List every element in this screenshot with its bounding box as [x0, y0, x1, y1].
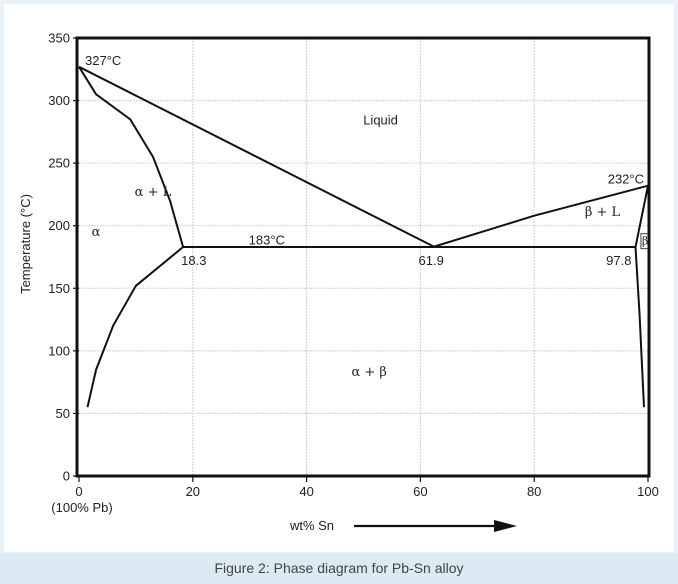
phase-boundary-layer	[78, 65, 649, 408]
annotation-label: 183°C	[249, 233, 285, 248]
annotation-label: α + L	[135, 185, 172, 200]
annotation-label: 97.8	[606, 253, 631, 268]
y-tick-label: 350	[48, 31, 70, 46]
annotation-layer: 327°C Liquid 232°C α + L β + L α 183°C 18.3 61.9…	[85, 53, 650, 380]
solvus-alpha-line	[86, 246, 184, 408]
x-axis-arrow	[354, 520, 517, 532]
beta-label-box	[640, 233, 650, 250]
figure-panel: 0 50 100 150 200 250 300 350 0 20 40 60 80 100 327°C L…	[4, 4, 674, 552]
tick-layer: 0 50 100 150 200 250 300 350 0 20 40 60 80 100	[48, 31, 659, 500]
x-tick-label: 100	[637, 484, 659, 499]
y-axis-label: Temperature (°C)	[18, 194, 33, 294]
annotation-label: α + β	[351, 365, 386, 380]
y-tick-label: 300	[48, 93, 70, 108]
annotation-label: 327°C	[85, 53, 121, 68]
x-tick-label: 20	[186, 484, 200, 499]
y-tick-label: 200	[48, 218, 70, 233]
y-tick-label: 0	[63, 469, 70, 484]
solidus-beta-line	[634, 185, 649, 248]
x-tick-label: 40	[299, 484, 313, 499]
y-tick-label: 150	[48, 281, 70, 296]
x-tick-label: 0	[75, 484, 82, 499]
annotation-label: 232°C	[608, 172, 644, 187]
solvus-beta-line	[634, 246, 645, 408]
x-axis-sublabel: (100% Pb)	[51, 500, 112, 515]
grid-layer	[79, 38, 648, 476]
x-tick-label: 60	[413, 484, 427, 499]
phase-diagram-chart: 0 50 100 150 200 250 300 350 0 20 40 60 80 100 327°C L…	[18, 31, 659, 534]
annotation-label: β	[642, 235, 648, 248]
solidus-alpha-line	[78, 66, 185, 248]
caption-bar: Figure 2: Phase diagram for Pb-Sn alloy	[0, 553, 678, 584]
figure-caption: Figure 2: Phase diagram for Pb-Sn alloy	[214, 560, 464, 576]
annotation-label: 18.3	[181, 253, 206, 268]
annotation-label: α	[92, 225, 101, 240]
x-tick-label: 80	[527, 484, 541, 499]
y-tick-label: 100	[48, 343, 70, 358]
y-tick-label: 50	[56, 406, 70, 421]
annotation-label: β + L	[585, 205, 621, 220]
y-tick-label: 250	[48, 156, 70, 171]
x-axis-label: wt% Sn	[289, 518, 334, 533]
plot-frame	[75, 36, 651, 478]
liquidus-alpha-line	[78, 65, 436, 248]
annotation-label: 61.9	[419, 253, 444, 268]
liquidus-beta-line	[432, 184, 649, 248]
annotation-label: Liquid	[363, 113, 398, 128]
